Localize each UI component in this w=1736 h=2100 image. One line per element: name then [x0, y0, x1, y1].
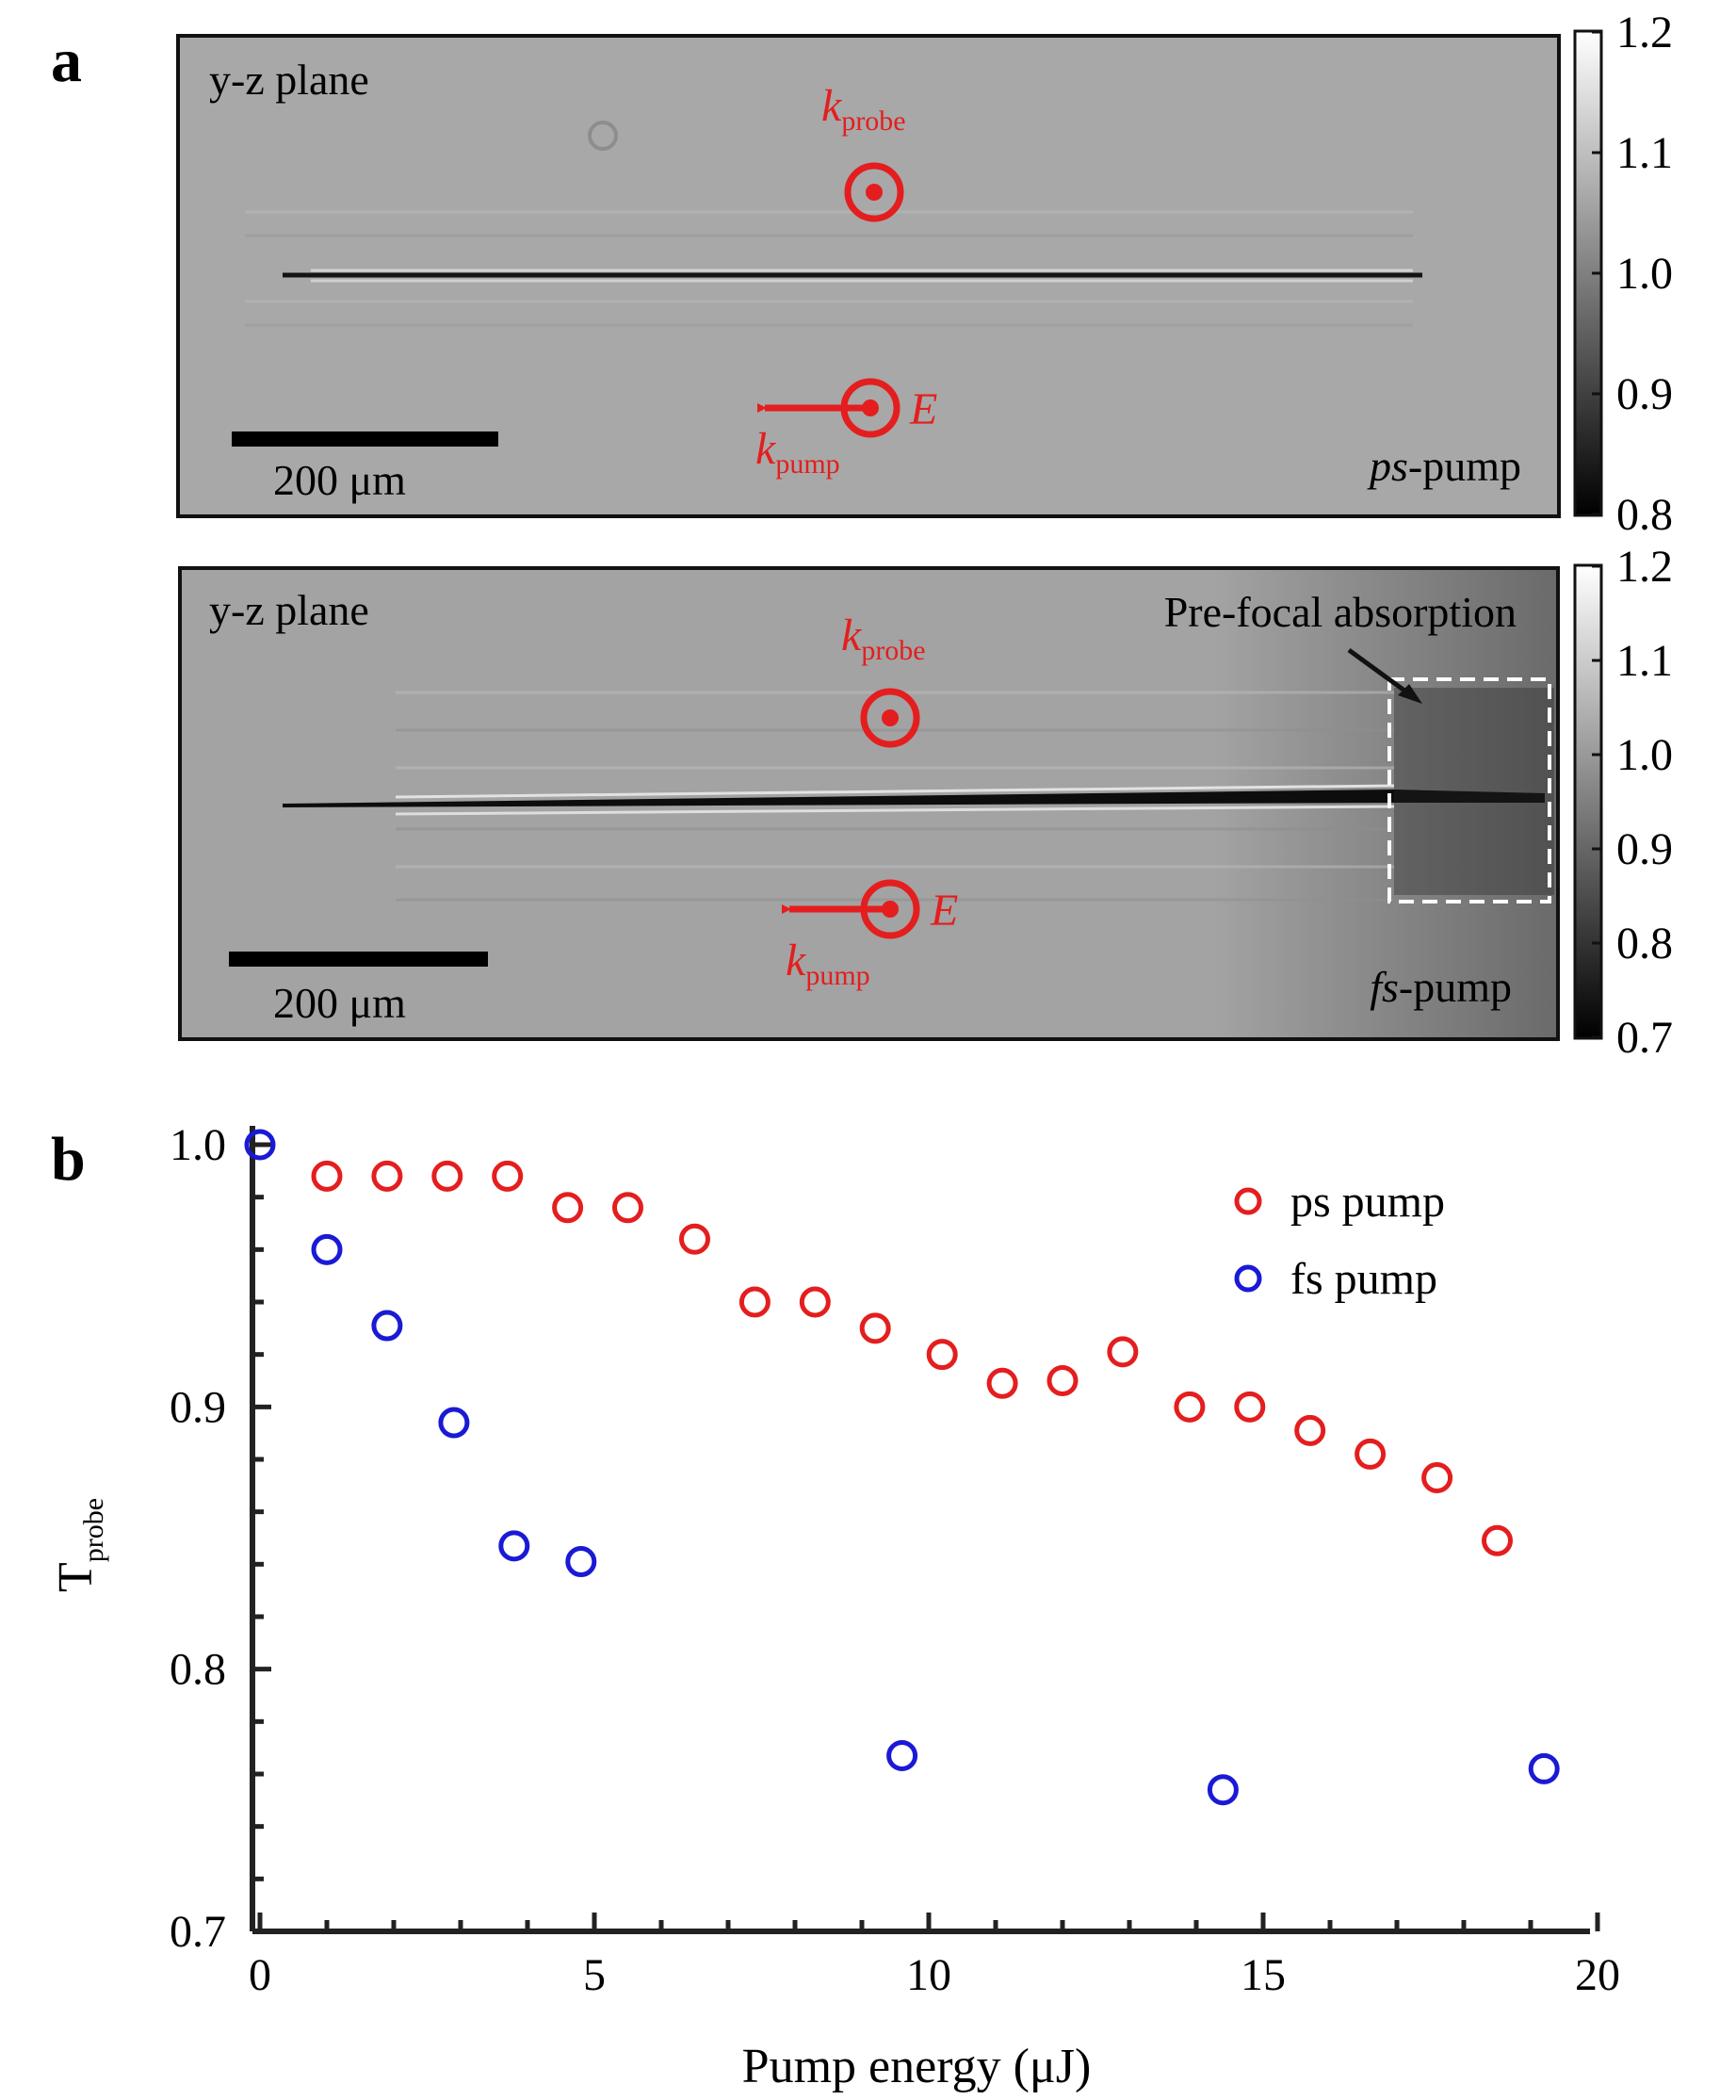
colorbar-tick-label: 0.8 — [1616, 490, 1673, 540]
y-tick-label: 1.0 — [170, 1120, 226, 1170]
top-probe-symbol — [844, 162, 904, 222]
colorbar-tick-label: 1.0 — [1616, 249, 1673, 299]
legend-entry: fs pump — [1290, 1254, 1437, 1304]
prefocal-dark-region — [1394, 688, 1554, 895]
legend-marker — [1234, 1187, 1262, 1215]
data-point-ps-pump — [1294, 1414, 1326, 1446]
colorbar-tick-label: 1.1 — [1616, 636, 1673, 686]
colorbar-tick-label: 0.9 — [1616, 824, 1673, 874]
panel-label-a: a — [51, 26, 82, 95]
top-scale-bar — [232, 431, 498, 447]
bottom-scale-bar — [229, 952, 488, 967]
data-point-ps-pump — [859, 1312, 891, 1344]
scatter-plot: 0 5 10 15 20 0.7 0.8 0.9 1.0 ps pump fs pump Pump… — [49, 1120, 1620, 2093]
colorbar-tick-label: 0.7 — [1616, 1013, 1673, 1063]
colorbar-tick-label: 0.9 — [1616, 369, 1673, 419]
bottom-annotation: Pre-focal absorption — [1164, 588, 1517, 636]
data-point-fs-pump — [1528, 1752, 1560, 1784]
y-tick-label: 0.8 — [170, 1645, 226, 1695]
x-axis-label: Pump energy (μJ) — [742, 2040, 1092, 2093]
bottom-colorbar: 1.2 1.1 1.0 0.9 0.8 0.7 — [1573, 542, 1673, 1063]
bottom-filament-bright-upper — [395, 784, 1395, 799]
data-point-ps-pump — [1234, 1391, 1266, 1423]
x-tick-label: 15 — [1241, 1950, 1286, 2000]
data-point-fs-pump — [371, 1310, 403, 1342]
y-tick-label: 0.9 — [170, 1382, 226, 1432]
plot-points — [244, 1129, 1560, 1806]
top-colorbar-ticks: 1.2 1.1 1.0 0.9 0.8 — [1592, 8, 1673, 540]
bottom-image-panel: y-z plane Pre-focal absorption kprobe E … — [178, 566, 1560, 1041]
top-scale-bar-label: 200 μm — [273, 456, 406, 504]
data-point-ps-pump — [1482, 1524, 1513, 1556]
data-point-fs-pump — [886, 1740, 918, 1772]
data-point-ps-pump — [679, 1223, 710, 1255]
top-image-frame — [176, 34, 1561, 518]
x-tick-label: 10 — [906, 1950, 951, 2000]
bottom-plane-label: y-z plane — [209, 586, 369, 634]
colorbar-tick-label: 0.8 — [1616, 919, 1673, 969]
panel-label-b: b — [51, 1125, 86, 1194]
data-point-ps-pump — [492, 1160, 524, 1192]
data-point-ps-pump — [1355, 1438, 1387, 1470]
legend-entry: ps pump — [1290, 1177, 1445, 1227]
bottom-pump-type-label: fs-pump — [1370, 963, 1512, 1011]
data-point-ps-pump — [799, 1286, 831, 1318]
bottom-probe-symbol — [860, 688, 920, 748]
top-field-label: E — [909, 384, 937, 434]
data-point-ps-pump — [1174, 1391, 1206, 1423]
colorbar-tick-label: 1.2 — [1616, 8, 1673, 57]
data-point-ps-pump — [1046, 1365, 1079, 1396]
svg-text:Tprobe: Tprobe — [49, 1498, 109, 1592]
data-point-ps-pump — [552, 1192, 584, 1224]
bottom-field-label: E — [930, 886, 958, 936]
bottom-colorbar-ticks: 1.2 1.1 1.0 0.9 0.8 0.7 — [1592, 542, 1673, 1063]
top-plane-label: y-z plane — [209, 56, 369, 104]
data-point-fs-pump — [565, 1546, 597, 1578]
colorbar-tick-label: 1.0 — [1616, 730, 1673, 780]
colorbar-tick-label: 1.2 — [1616, 542, 1673, 592]
data-point-fs-pump — [498, 1530, 530, 1562]
top-k-pump-label: kpump — [755, 424, 840, 480]
x-tick-label: 20 — [1575, 1950, 1620, 2000]
bottom-k-pump-label: kpump — [786, 936, 870, 991]
bottom-filament-bright-lower — [395, 805, 1395, 816]
data-point-ps-pump — [612, 1192, 643, 1224]
data-point-fs-pump — [1207, 1774, 1239, 1806]
bottom-scale-bar-label: 200 μm — [273, 979, 406, 1027]
bottom-annotation-arrow — [1347, 647, 1413, 698]
top-colorbar: 1.2 1.1 1.0 0.9 0.8 — [1573, 8, 1673, 540]
data-point-ps-pump — [986, 1367, 1018, 1399]
bottom-k-probe-label: kprobe — [841, 610, 926, 666]
y-tick-label: 0.7 — [170, 1907, 226, 1957]
bottom-filament-dark — [283, 790, 1545, 807]
data-point-ps-pump — [1107, 1336, 1139, 1368]
data-point-ps-pump — [311, 1160, 343, 1192]
top-dust-artifact — [588, 121, 618, 151]
bottom-image-frame — [178, 566, 1560, 1041]
top-pump-type-label: ps-pump — [1367, 442, 1521, 490]
data-point-ps-pump — [926, 1339, 958, 1371]
top-image-fringes — [245, 210, 1413, 327]
top-image-panel: y-z plane kprobe E kpump 200 μm ps-pump — [176, 34, 1561, 518]
legend-marker — [1234, 1264, 1262, 1293]
data-point-ps-pump — [738, 1286, 771, 1318]
colorbar-tick-label: 1.1 — [1616, 128, 1673, 178]
data-point-fs-pump — [438, 1407, 470, 1439]
x-tick-label: 0 — [249, 1950, 271, 2000]
top-k-probe-label: kprobe — [821, 81, 906, 137]
data-point-ps-pump — [431, 1160, 463, 1192]
data-point-fs-pump — [311, 1233, 343, 1265]
plot-axes: 0 5 10 15 20 0.7 0.8 0.9 1.0 — [170, 1120, 1620, 2000]
data-point-ps-pump — [371, 1160, 403, 1192]
y-axis-label: Tprobe — [49, 1498, 109, 1592]
data-point-ps-pump — [1421, 1461, 1453, 1493]
x-tick-label: 5 — [583, 1950, 606, 2000]
prefocal-dashed-box — [1387, 677, 1551, 903]
plot-legend: ps pump fs pump — [1234, 1177, 1445, 1304]
data-point-fs-pump — [244, 1129, 276, 1161]
